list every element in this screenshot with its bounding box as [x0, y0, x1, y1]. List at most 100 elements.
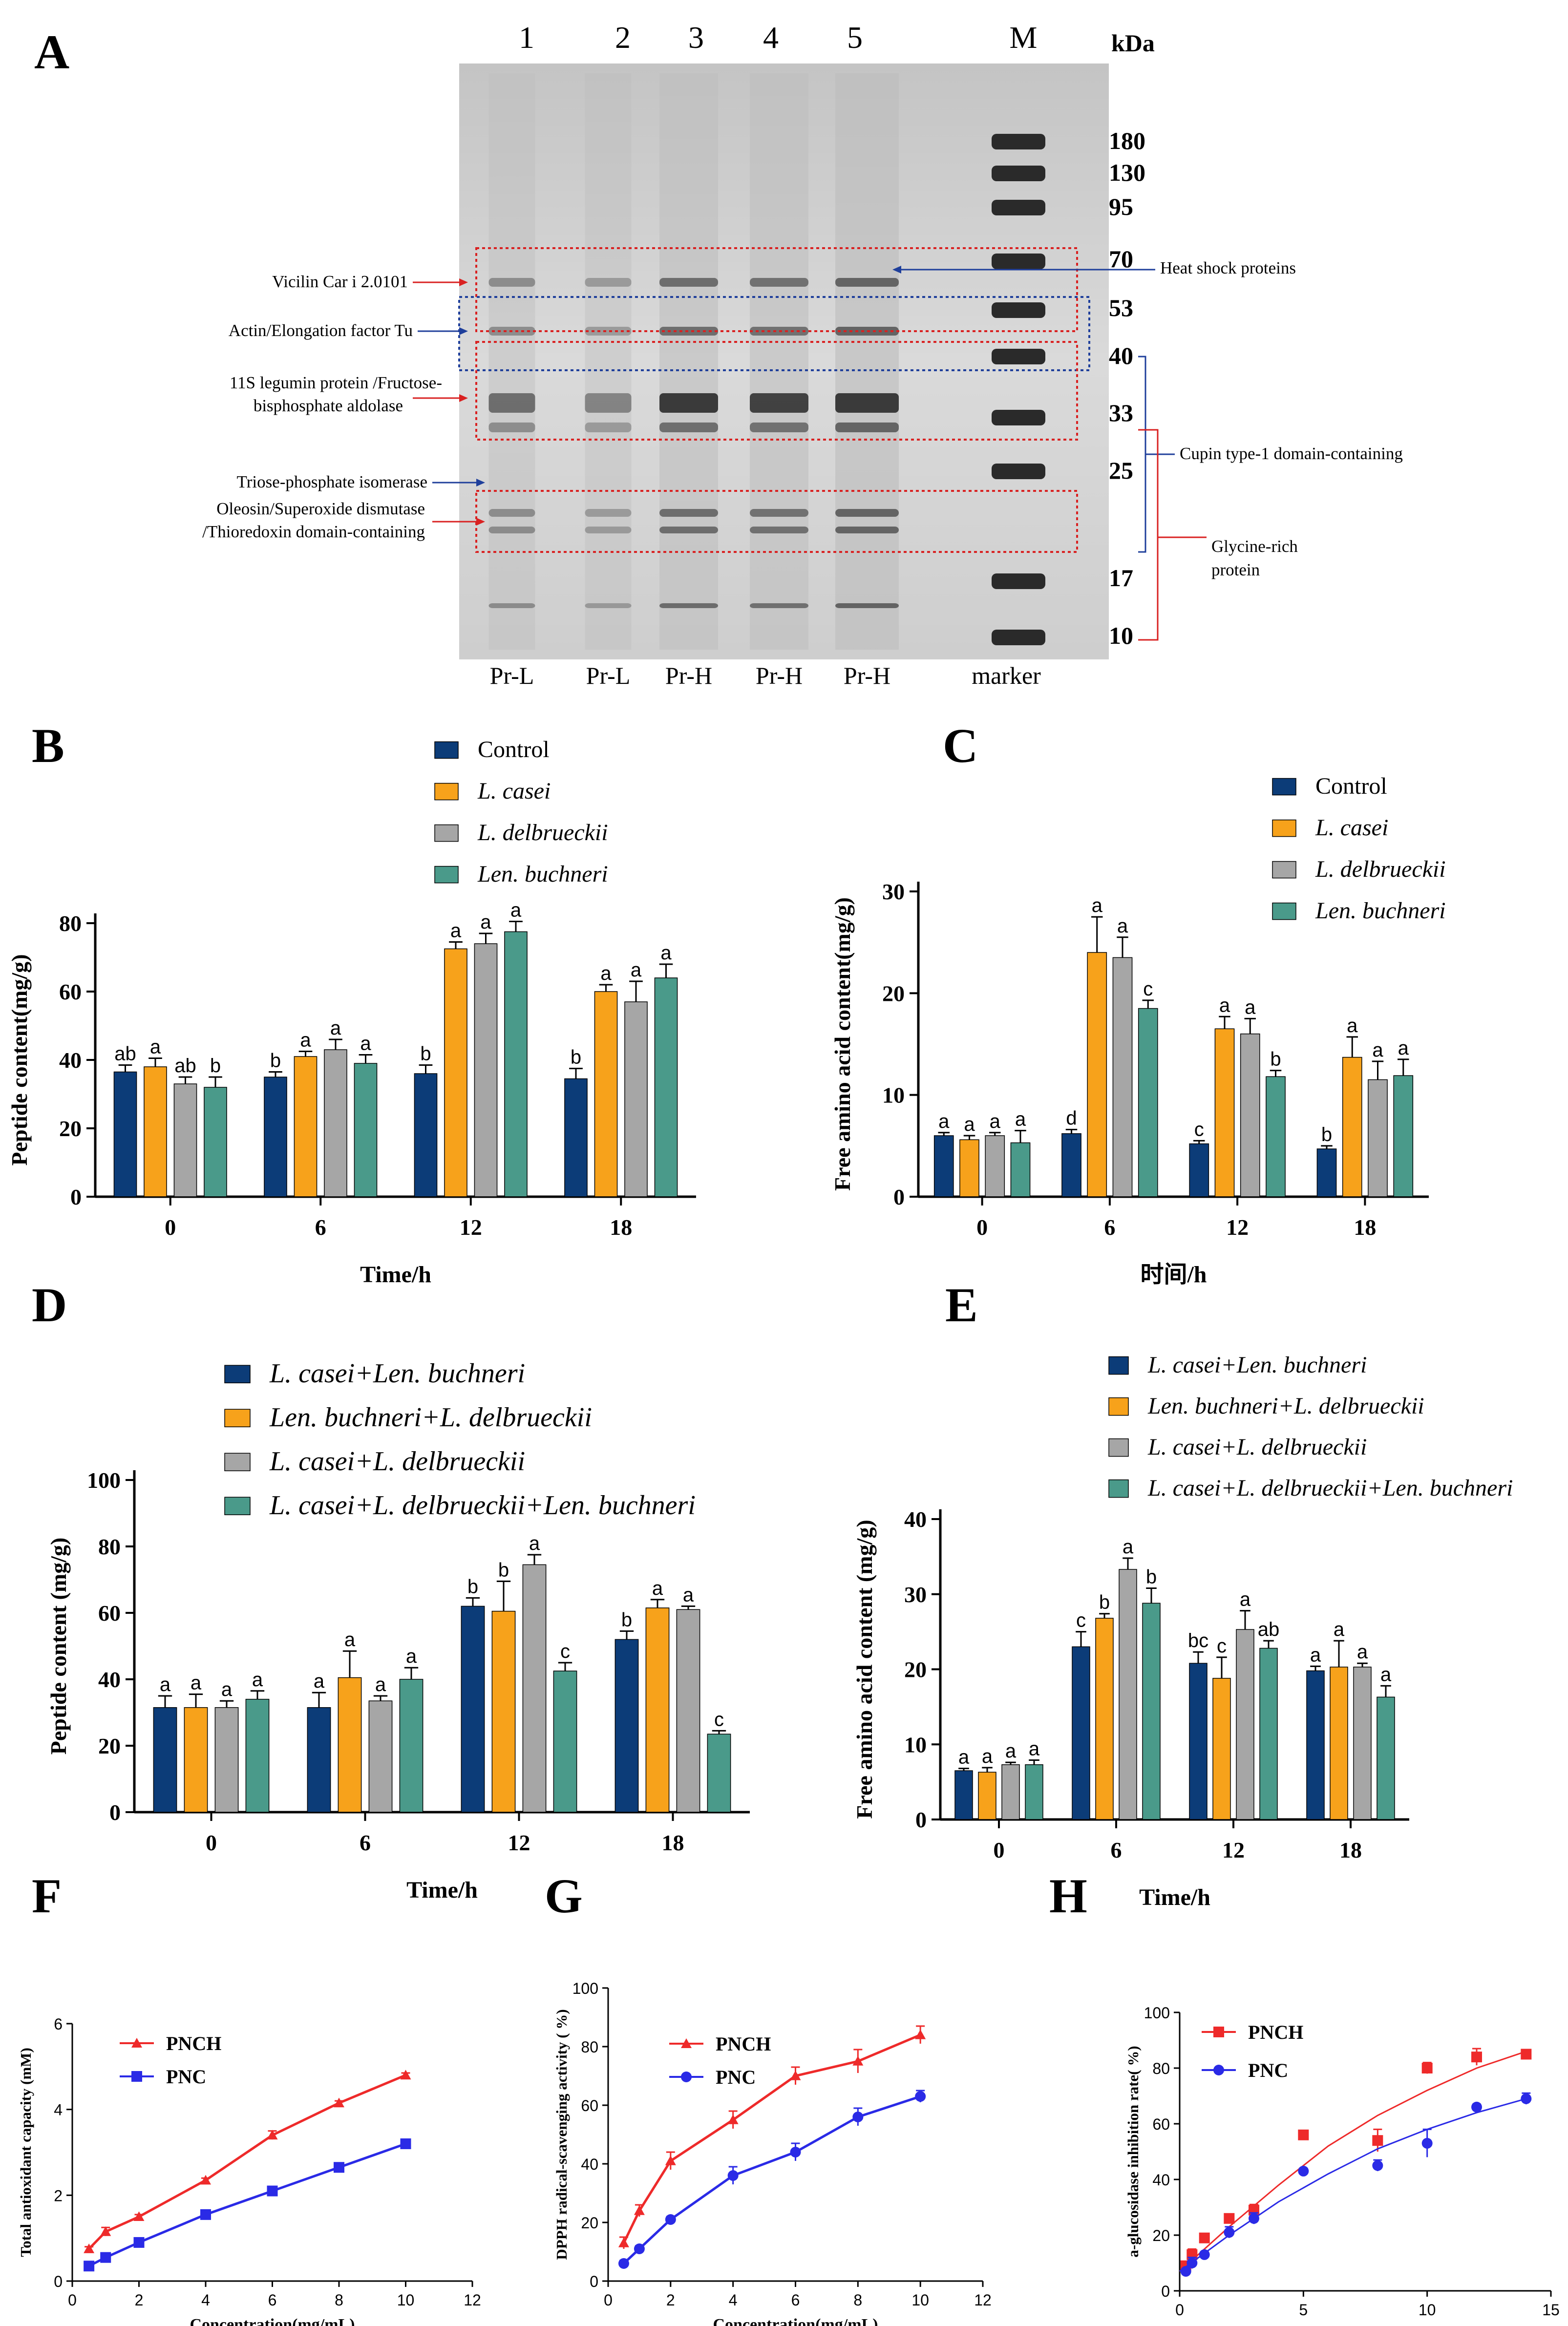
- lane-number-4: 4: [763, 20, 779, 55]
- significance-letter: a: [1219, 994, 1230, 1016]
- marker-band: [992, 464, 1045, 479]
- x-tick-label: 2: [135, 2291, 144, 2309]
- bar: [264, 1077, 287, 1197]
- gel-band: [488, 278, 535, 287]
- annot-glycine-1: Glycine-rich: [1211, 537, 1298, 556]
- panel-letter-a: A: [34, 25, 69, 79]
- y-axis-label: a-glucosidase inhibition rate( %): [1124, 2046, 1142, 2257]
- significance-letter: a: [1380, 1664, 1392, 1685]
- significance-letter: a: [450, 920, 462, 942]
- significance-letter: a: [683, 1584, 694, 1606]
- significance-letter: c: [1194, 1119, 1204, 1140]
- data-point: [200, 2209, 211, 2220]
- y-tick-label: 60: [98, 1601, 121, 1626]
- x-tick-label: 4: [729, 2291, 738, 2309]
- bar: [645, 1607, 670, 1813]
- gel-band: [659, 509, 718, 517]
- legend-label: PNC: [716, 2066, 756, 2088]
- x-axis-label: Time/h: [360, 1262, 431, 1288]
- bar: [504, 931, 528, 1197]
- data-point: [1187, 2258, 1198, 2268]
- legend-swatch: [1108, 1397, 1129, 1416]
- annot-actin: Actin/Elongation factor Tu: [229, 321, 413, 340]
- legend-label: L. casei+L. delbrueckii: [269, 1446, 525, 1477]
- bar: [214, 1707, 239, 1813]
- significance-letter: a: [529, 1533, 540, 1554]
- significance-letter: a: [252, 1669, 263, 1691]
- gel-lanes: [488, 73, 899, 650]
- marker-band: [992, 630, 1045, 645]
- gel-band: [659, 393, 718, 413]
- data-point: [1298, 2165, 1309, 2177]
- bar: [614, 1639, 639, 1813]
- marker-ladder: [992, 134, 1045, 645]
- legend-swatch: [1272, 778, 1296, 796]
- data-point: [665, 2156, 676, 2165]
- legend-marker: [681, 2038, 692, 2048]
- data-point: [1199, 2249, 1210, 2260]
- annot-heat-shock: Heat shock proteins: [1160, 258, 1296, 277]
- gel-band: [750, 393, 808, 413]
- y-tick-label: 20: [581, 2214, 598, 2232]
- y-tick-label: 10: [882, 1083, 905, 1108]
- bar: [1189, 1143, 1209, 1197]
- x-tick-label: 10: [397, 2291, 415, 2309]
- y-tick-label: 10: [904, 1732, 927, 1757]
- gel-band: [835, 603, 899, 608]
- significance-letter: a: [160, 1674, 171, 1695]
- legend-marker: [1213, 2065, 1224, 2075]
- bar: [1061, 1133, 1081, 1197]
- gel-band: [750, 423, 808, 432]
- lane-number-1: 1: [519, 20, 534, 55]
- legend-label: Control: [478, 737, 550, 762]
- y-tick-label: 100: [1144, 2004, 1170, 2022]
- panel-letter-c: C: [943, 719, 978, 773]
- y-tick-label: 40: [904, 1507, 927, 1532]
- gel-band: [659, 527, 718, 533]
- legend-swatch: [1108, 1479, 1129, 1498]
- data-point: [334, 2162, 344, 2173]
- marker-band: [992, 254, 1045, 269]
- annot-vicilin: Vicilin Car i 2.0101: [272, 272, 408, 291]
- gel-lane: [835, 73, 899, 650]
- bar: [338, 1677, 362, 1813]
- data-point: [1199, 2232, 1210, 2243]
- lane-number-3: 3: [688, 20, 704, 55]
- bar: [399, 1679, 424, 1813]
- bar: [1095, 1618, 1114, 1820]
- annot-oleosin-2: /Thioredoxin domain-containing: [202, 522, 425, 541]
- bar: [553, 1670, 577, 1813]
- x-axis-label: Time/h: [406, 1877, 478, 1903]
- significance-letter: b: [270, 1050, 281, 1072]
- significance-letter: ab: [114, 1043, 136, 1065]
- lane-label-4: Pr-H: [756, 662, 803, 689]
- x-tick-label: 6: [360, 1830, 371, 1855]
- data-point: [1372, 2135, 1383, 2146]
- y-tick-label: 0: [70, 1184, 82, 1209]
- data-point: [634, 2205, 645, 2215]
- legend-label: PNCH: [1248, 2021, 1303, 2043]
- bar: [1212, 1678, 1231, 1820]
- bar: [1025, 1764, 1043, 1820]
- x-axis-label: 时间/h: [1140, 1262, 1207, 1288]
- gel-band: [750, 509, 808, 517]
- y-tick-label: 80: [98, 1534, 121, 1559]
- significance-letter: a: [1334, 1619, 1345, 1640]
- annot-legumin-1: 11S legumin protein /Fructose-: [230, 373, 442, 392]
- legend-marker: [1213, 2027, 1224, 2037]
- panel-letter-f: F: [32, 1869, 62, 1923]
- gel-band: [488, 527, 535, 533]
- significance-letter: a: [406, 1646, 417, 1667]
- y-tick-label: 100: [572, 1980, 598, 1997]
- bar: [368, 1700, 393, 1813]
- significance-letter: a: [660, 942, 672, 964]
- x-tick-label: 2: [666, 2291, 675, 2309]
- annot-cupin: Cupin type-1 domain-containing: [1180, 444, 1403, 463]
- bar: [594, 991, 618, 1197]
- data-point: [727, 2170, 739, 2181]
- significance-letter: b: [498, 1559, 509, 1581]
- y-tick-label: 0: [893, 1184, 905, 1209]
- data-point: [1298, 2129, 1309, 2140]
- panel-letter-d: D: [32, 1278, 67, 1332]
